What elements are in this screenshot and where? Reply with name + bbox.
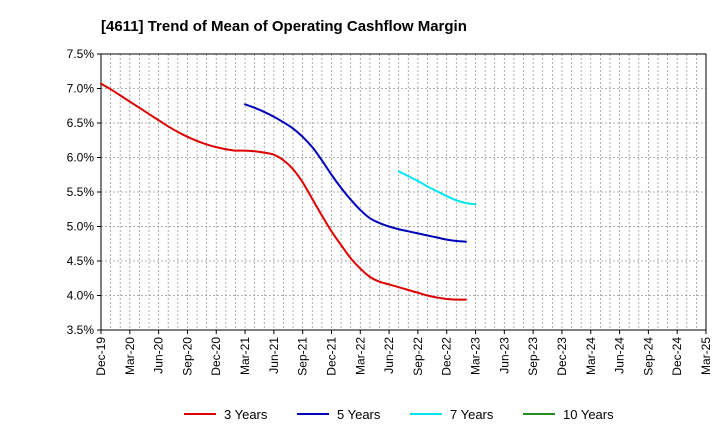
y-tick-label: 4.5%: [67, 254, 95, 268]
x-tick-label: Mar-22: [353, 337, 367, 375]
legend-label-10-years: 10 Years: [563, 407, 614, 422]
x-tick-label: Mar-20: [123, 337, 137, 375]
y-tick-label: 6.0%: [67, 151, 95, 165]
series-line-5-years: [244, 103, 467, 243]
x-tick-label: Mar-24: [584, 337, 598, 375]
x-tick-label: Dec-22: [440, 337, 454, 376]
x-tick-label: Dec-21: [324, 337, 338, 376]
chart-title: [4611] Trend of Mean of Operating Cashfl…: [101, 18, 467, 35]
y-tick-label: 3.5%: [67, 323, 95, 337]
legend-label-3-years: 3 Years: [224, 407, 268, 422]
x-tick-label: Sep-24: [641, 337, 655, 376]
x-tick-label: Dec-19: [94, 337, 108, 376]
x-tick-label: Mar-23: [469, 337, 483, 375]
x-tick-label: Dec-24: [670, 337, 684, 376]
x-tick-label: Jun-22: [382, 337, 396, 374]
x-axis: Dec-19 Mar-20 Jun-20 Sep-20 Dec-20 Mar-21 Jun-…: [94, 330, 713, 376]
y-tick-label: 4.0%: [67, 289, 95, 303]
x-tick-label: Jun-21: [267, 337, 281, 374]
grid-lines: [101, 54, 706, 330]
y-tick-label: 5.5%: [67, 185, 95, 199]
y-tick-label: 5.0%: [67, 220, 95, 234]
y-axis: 3.5% 4.0% 4.5% 5.0% 5.5% 6.0% 6.5% 7.0% 7.5%: [67, 47, 101, 337]
x-tick-label: Dec-20: [209, 337, 223, 376]
series-lines: [100, 82, 477, 301]
y-tick-label: 6.5%: [67, 116, 95, 130]
x-tick-label: Jun-23: [497, 337, 511, 374]
legend: 3 Years 5 Years 7 Years 10 Years: [184, 407, 614, 422]
x-tick-label: Sep-21: [296, 337, 310, 376]
x-tick-label: Dec-23: [555, 337, 569, 376]
legend-label-5-years: 5 Years: [337, 407, 381, 422]
legend-label-7-years: 7 Years: [450, 407, 494, 422]
series-line-3-years: [100, 82, 467, 301]
x-tick-label: Jun-24: [613, 337, 627, 374]
x-tick-label: Sep-23: [526, 337, 540, 376]
x-tick-label: Sep-20: [180, 337, 194, 376]
series-line-7-years: [397, 170, 477, 206]
y-tick-label: 7.0%: [67, 82, 95, 96]
x-tick-label: Sep-22: [411, 337, 425, 376]
x-tick-label: Jun-20: [152, 337, 166, 374]
x-tick-label: Mar-25: [699, 337, 713, 375]
y-tick-label: 7.5%: [67, 47, 95, 61]
x-tick-label: Mar-21: [238, 337, 252, 375]
